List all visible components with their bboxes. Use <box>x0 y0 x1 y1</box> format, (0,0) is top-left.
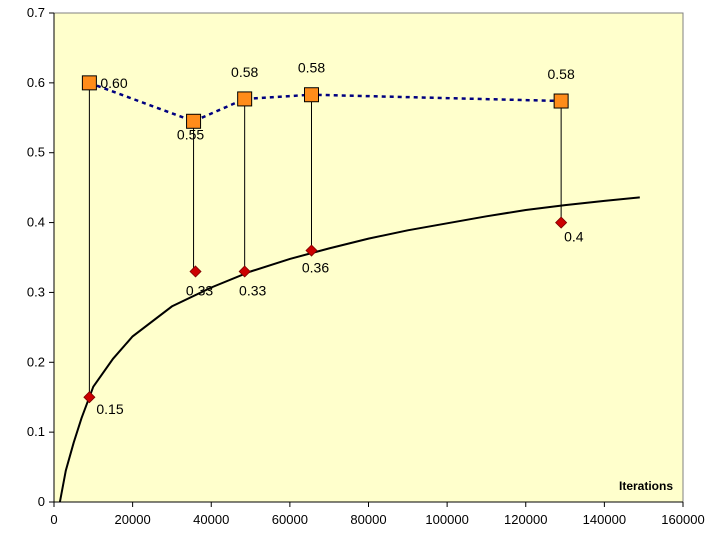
x-tick-label: 160000 <box>661 512 704 527</box>
square-data-label: 0.58 <box>298 60 325 76</box>
data-labels-layer: 0.60 0.55 0.58 0.58 0.58 0.15 0.33 0.33 0.36 0.4 <box>96 60 583 417</box>
diamond-marker <box>555 216 568 229</box>
x-axis-title: Iterations <box>619 479 673 493</box>
square-data-label: 0.58 <box>231 64 258 80</box>
y-tick-label: 0.4 <box>27 215 45 230</box>
fitted-curve <box>58 196 640 503</box>
diamond-data-label: 0.15 <box>96 401 123 417</box>
square-marker <box>81 75 97 91</box>
y-tick-label: 0 <box>38 494 45 509</box>
dotted-series-line-layer <box>88 81 562 123</box>
square-data-label: 0.60 <box>100 75 127 91</box>
diamond-marker <box>83 391 96 404</box>
y-tick-label: 0.2 <box>27 354 45 369</box>
diamond-data-label: 0.36 <box>302 260 329 276</box>
y-tick-label: 0.3 <box>27 284 45 299</box>
square-marker <box>303 87 319 103</box>
x-tick-label: 40000 <box>193 512 229 527</box>
diamond-marker <box>238 265 251 278</box>
square-marker <box>553 93 569 109</box>
plot-area <box>53 12 684 503</box>
x-tick-label: 80000 <box>350 512 386 527</box>
diamond-data-label: 0.33 <box>186 282 213 298</box>
fitted-curve-layer <box>58 196 640 503</box>
axes-layer: 0 0.1 0.2 0.3 0.4 0.5 0.6 0.7 0 20000 40000 60000 80… <box>27 5 705 527</box>
square-marker <box>237 91 253 107</box>
square-marker <box>186 113 202 129</box>
x-tick-label: 60000 <box>272 512 308 527</box>
diamond-data-label: 0.4 <box>564 229 584 245</box>
square-data-label: 0.55 <box>177 126 204 142</box>
diamond-marker <box>305 244 318 257</box>
y-tick-label: 0.6 <box>27 75 45 90</box>
square-series-line <box>88 81 562 123</box>
y-tick-label: 0.7 <box>27 5 45 20</box>
markers-layer <box>81 75 569 404</box>
x-tick-label: 120000 <box>504 512 547 527</box>
x-tick-label: 20000 <box>115 512 151 527</box>
y-tick-label: 0.5 <box>27 145 45 160</box>
diamond-marker <box>189 265 202 278</box>
diamond-data-label: 0.33 <box>239 282 266 298</box>
x-tick-label: 140000 <box>583 512 626 527</box>
square-data-label: 0.58 <box>548 66 575 82</box>
x-tick-label: 0 <box>50 512 57 527</box>
drop-lines-layer <box>88 82 562 398</box>
y-tick-label: 0.1 <box>27 424 45 439</box>
x-tick-label: 100000 <box>425 512 468 527</box>
